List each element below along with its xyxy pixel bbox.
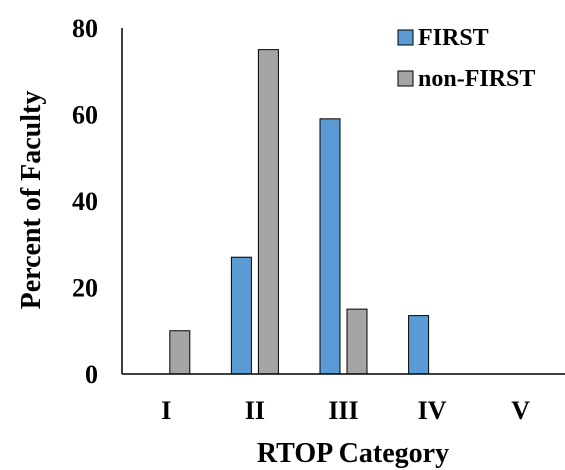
- bar-non-first-I: [169, 330, 191, 375]
- bar-first-II: [230, 256, 252, 375]
- x-tick-labels: I II III IV V: [161, 396, 530, 425]
- x-tick-label-III: III: [328, 396, 358, 425]
- legend-swatch-first: [397, 29, 414, 46]
- y-tick-label-0: 0: [85, 360, 98, 389]
- y-tick-label-20: 20: [72, 274, 98, 303]
- x-tick-label-I: I: [161, 396, 171, 425]
- y-axis-title: Percent of Faculty: [16, 91, 47, 310]
- bar-first-III: [319, 118, 341, 375]
- y-tick-label-80: 80: [72, 14, 98, 43]
- legend: FIRST non-FIRST: [397, 25, 535, 92]
- bar-first-IV: [408, 315, 430, 375]
- y-tick-label-40: 40: [72, 187, 98, 216]
- x-tick-label-II: II: [245, 396, 265, 425]
- legend-label-first: FIRST: [418, 25, 489, 51]
- y-tick-labels: 0 20 40 60 80: [72, 14, 98, 389]
- legend-label-non-first: non-FIRST: [418, 66, 535, 92]
- y-tick-label-60: 60: [72, 101, 98, 130]
- x-tick-label-V: V: [511, 396, 530, 425]
- x-tick-label-IV: IV: [418, 396, 447, 425]
- bar-non-first-III: [346, 308, 368, 375]
- legend-swatch-non-first: [397, 70, 414, 87]
- x-axis-title: RTOP Category: [257, 438, 449, 469]
- bar-non-first-II: [257, 49, 279, 375]
- bars-layer: [169, 49, 430, 375]
